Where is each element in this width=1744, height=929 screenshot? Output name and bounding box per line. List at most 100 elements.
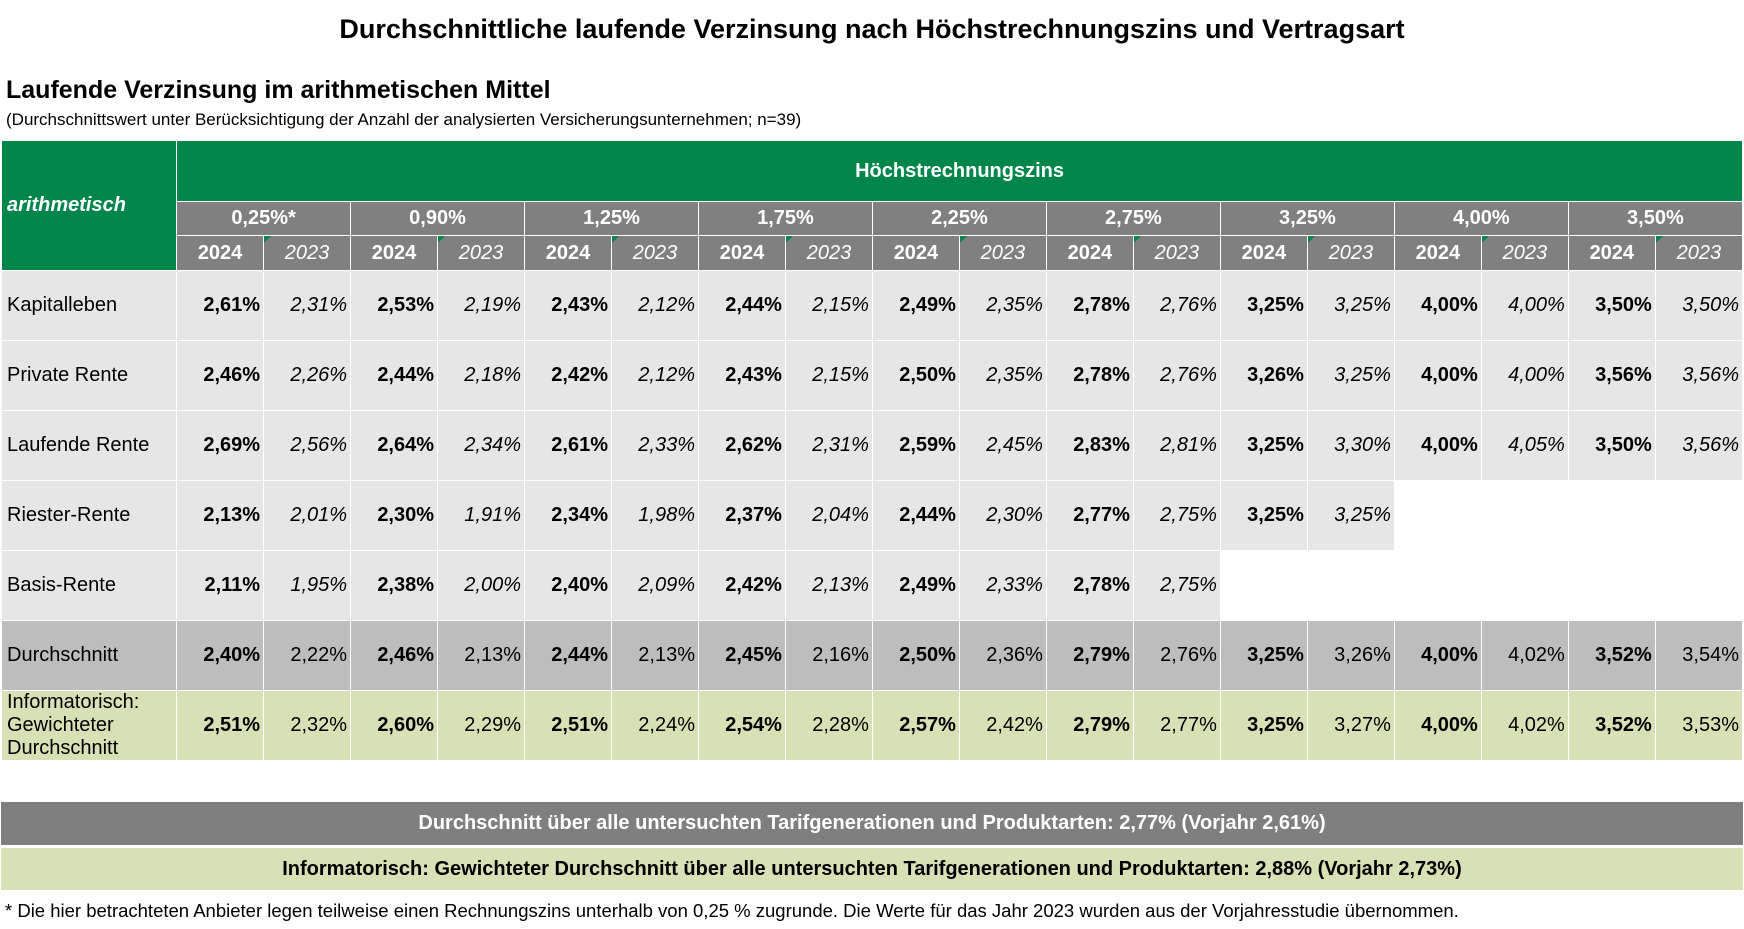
value-cell: 2,44%	[524, 620, 612, 691]
value-cell: 2,56%	[263, 410, 352, 481]
value-cell: 2,49%	[871, 550, 960, 621]
empty-cell	[1393, 480, 1482, 551]
value-cell: 2,59%	[871, 410, 960, 481]
value-cell: 1,91%	[437, 480, 526, 551]
value-cell: 2,11%	[176, 550, 265, 621]
value-cell: 2,79%	[1045, 620, 1134, 691]
value-cell: 2,32%	[263, 690, 352, 761]
value-cell: 2,24%	[611, 690, 699, 761]
value-cell: 4,00%	[1480, 270, 1569, 341]
year-header: 2024	[1219, 235, 1308, 271]
value-cell: 2,43%	[524, 270, 612, 341]
value-cell: 2,13%	[784, 550, 873, 621]
rate-header: 1,25%	[524, 201, 699, 236]
value-cell: 2,12%	[611, 340, 699, 411]
value-cell: 2,40%	[524, 550, 612, 621]
row-label: Kapitalleben	[0, 270, 178, 341]
value-cell: 2,57%	[871, 690, 960, 761]
value-cell: 2,77%	[1132, 690, 1221, 761]
value-cell: 4,00%	[1480, 340, 1569, 411]
year-header: 2023	[784, 235, 873, 271]
value-cell: 2,44%	[350, 340, 439, 411]
value-cell: 2,36%	[958, 620, 1047, 691]
value-cell: 2,76%	[1132, 340, 1221, 411]
summary-weighted: Informatorisch: Gewichteter Durchschnitt…	[1, 848, 1743, 890]
value-cell: 2,26%	[263, 340, 352, 411]
year-header: 2023	[1480, 235, 1569, 271]
value-cell: 2,12%	[611, 270, 699, 341]
value-cell: 3,25%	[1219, 270, 1308, 341]
table-row: Laufende Rente 2,69% 2,56% 2,64% 2,34% 2,61% 2…	[0, 410, 1744, 481]
value-cell: 2,42%	[958, 690, 1047, 761]
empty-cell	[1567, 550, 1656, 621]
value-cell: 1,98%	[611, 480, 699, 551]
empty-cell	[1480, 550, 1569, 621]
value-cell: 2,42%	[524, 340, 612, 411]
empty-cell	[1480, 480, 1569, 551]
value-cell: 2,81%	[1132, 410, 1221, 481]
year-header: 2023	[958, 235, 1047, 271]
year-header: 2023	[1306, 235, 1395, 271]
rate-header: 2,75%	[1045, 201, 1221, 236]
value-cell: 2,13%	[176, 480, 265, 551]
year-header: 2023	[263, 235, 352, 271]
value-cell: 2,30%	[350, 480, 439, 551]
value-cell: 2,79%	[1045, 690, 1134, 761]
rate-header: 1,75%	[697, 201, 873, 236]
value-cell: 2,18%	[437, 340, 526, 411]
value-cell: 2,33%	[611, 410, 699, 481]
table-row: Private Rente 2,46% 2,26% 2,44% 2,18% 2,42% 2,…	[0, 340, 1744, 411]
empty-cell	[1219, 550, 1308, 621]
value-cell: 2,37%	[697, 480, 786, 551]
page-title: Durchschnittliche laufende Verzinsung na…	[339, 14, 1405, 44]
value-cell: 2,28%	[784, 690, 873, 761]
year-header: 2024	[1393, 235, 1482, 271]
value-cell: 2,78%	[1045, 340, 1134, 411]
footnote: * Die hier betrachteten Anbieter legen t…	[5, 900, 1459, 921]
value-cell: 4,00%	[1393, 270, 1482, 341]
value-cell: 2,31%	[263, 270, 352, 341]
value-cell: 2,45%	[697, 620, 786, 691]
rate-header-row: 0,25%* 0,90% 1,25% 1,75% 2,25% 2,75% 3,25% 4,00…	[2, 201, 1744, 236]
rate-header: 0,90%	[350, 201, 526, 236]
year-header: 2024	[1567, 235, 1656, 271]
year-header: 2023	[437, 235, 526, 271]
value-cell: 2,51%	[524, 690, 612, 761]
value-cell: 2,60%	[350, 690, 439, 761]
row-label: Riester-Rente	[0, 480, 178, 551]
value-cell: 2,42%	[697, 550, 786, 621]
empty-cell	[1306, 550, 1395, 621]
value-cell: 3,53%	[1654, 690, 1744, 761]
corner-label: arithmetisch	[0, 140, 178, 271]
value-cell: 2,51%	[176, 690, 265, 761]
value-cell: 3,50%	[1567, 410, 1656, 481]
value-cell: 2,35%	[958, 270, 1047, 341]
value-cell: 3,30%	[1306, 410, 1395, 481]
rate-header: 2,25%	[871, 201, 1047, 236]
value-cell: 1,95%	[263, 550, 352, 621]
value-cell: 4,00%	[1393, 340, 1482, 411]
year-header: 2024	[697, 235, 786, 271]
year-header: 2024	[1045, 235, 1134, 271]
value-cell: 2,45%	[958, 410, 1047, 481]
group-header: Höchstrechnungszins	[176, 140, 1743, 202]
rate-header: 3,50%	[1567, 201, 1744, 236]
value-cell: 2,13%	[437, 620, 526, 691]
value-cell: 2,75%	[1132, 480, 1221, 551]
value-cell: 3,52%	[1567, 690, 1656, 761]
value-cell: 3,56%	[1654, 410, 1744, 481]
value-cell: 2,78%	[1045, 270, 1134, 341]
value-cell: 2,22%	[263, 620, 352, 691]
value-cell: 2,15%	[784, 340, 873, 411]
value-cell: 2,50%	[871, 620, 960, 691]
value-cell: 2,61%	[176, 270, 265, 341]
value-cell: 4,02%	[1480, 690, 1569, 761]
summary-overall: Durchschnitt über alle untersuchten Tari…	[1, 802, 1743, 845]
row-label: Laufende Rente	[0, 410, 178, 481]
value-cell: 2,44%	[871, 480, 960, 551]
value-cell: 2,53%	[350, 270, 439, 341]
value-cell: 2,34%	[524, 480, 612, 551]
value-cell: 3,56%	[1567, 340, 1656, 411]
row-label: Private Rente	[0, 340, 178, 411]
value-cell: 2,19%	[437, 270, 526, 341]
